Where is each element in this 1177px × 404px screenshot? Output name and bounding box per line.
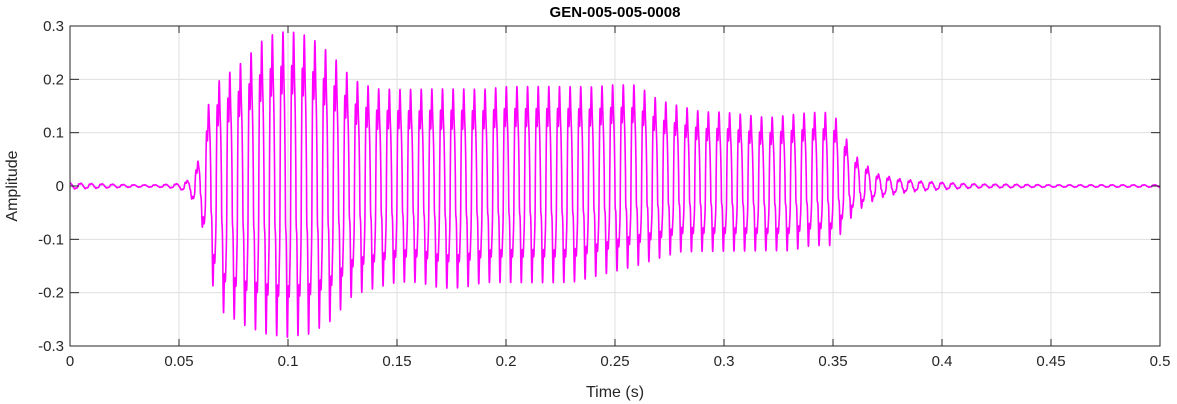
y-tick-label: 0.1 — [43, 125, 64, 142]
tick-marks — [69, 25, 1161, 347]
x-tick-label: 0 — [66, 353, 74, 370]
x-tick-label: 0.4 — [932, 353, 953, 370]
y-tick-label: 0.2 — [43, 71, 64, 88]
y-tick-label: -0.3 — [38, 338, 64, 355]
x-tick-label: 0.15 — [382, 353, 411, 370]
chart-title: GEN-005-005-0008 — [550, 4, 681, 21]
grid — [70, 26, 1160, 346]
y-tick-label: 0.3 — [43, 18, 64, 35]
y-tick-label: 0 — [56, 178, 64, 195]
x-tick-label: 0.05 — [164, 353, 193, 370]
y-tick-label: -0.1 — [38, 231, 64, 248]
x-tick-label: 0.2 — [496, 353, 517, 370]
x-tick-label: 0.45 — [1036, 353, 1065, 370]
x-tick-label: 0.5 — [1150, 353, 1171, 370]
x-tick-label: 0.35 — [818, 353, 847, 370]
x-tick-label: 0.1 — [278, 353, 299, 370]
x-axis-label: Time (s) — [586, 384, 644, 401]
y-tick-label: -0.2 — [38, 285, 64, 302]
x-tick-label: 0.3 — [714, 353, 735, 370]
x-tick-labels: 0 0.05 0.1 0.15 0.2 0.25 0.3 0.35 0.4 0.45 0.5 — [66, 353, 1171, 370]
y-axis-label: Amplitude — [4, 150, 21, 221]
x-tick-label: 0.25 — [600, 353, 629, 370]
signal-line — [69, 31, 1161, 338]
y-tick-labels: -0.3 -0.2 -0.1 0 0.1 0.2 0.3 — [38, 18, 64, 355]
